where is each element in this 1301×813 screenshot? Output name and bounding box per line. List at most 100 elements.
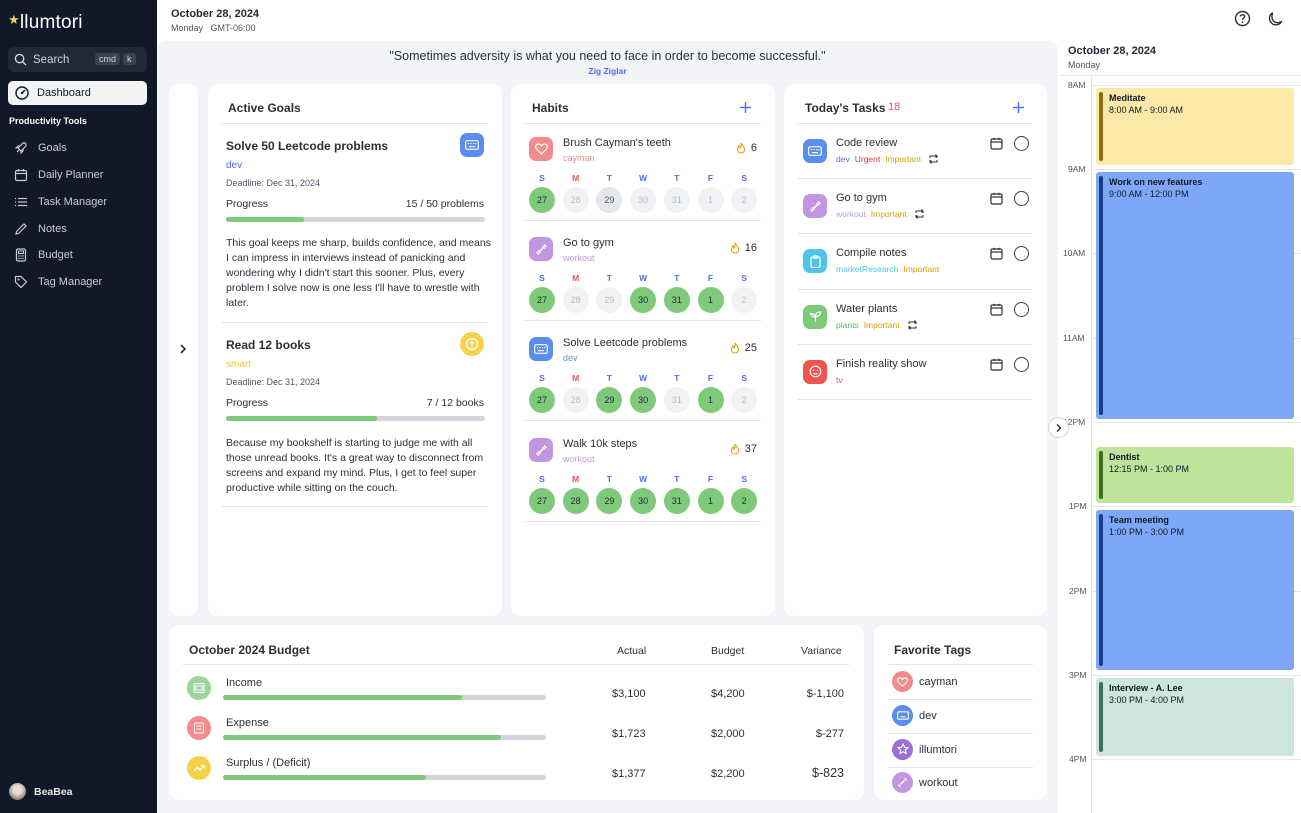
- habit-day[interactable]: 31: [663, 187, 690, 213]
- weekday-label: F: [707, 373, 714, 383]
- sidebar-item-dashboard[interactable]: Dashboard: [8, 81, 147, 105]
- task-name[interactable]: Finish reality show: [836, 357, 927, 370]
- habit-day[interactable]: 30: [630, 387, 657, 413]
- weekday-label: F: [707, 474, 714, 484]
- habit-day[interactable]: 31: [663, 287, 690, 313]
- sidebar-item-budget[interactable]: Budget: [14, 248, 73, 262]
- habit-day[interactable]: 2: [731, 187, 758, 213]
- task-tag: Important: [870, 209, 907, 220]
- habit-day[interactable]: 1: [697, 287, 724, 313]
- budget-row-label: Expense: [226, 717, 269, 729]
- budget-row-label: Surplus / (Deficit): [226, 757, 311, 769]
- chevron-right-icon: [180, 344, 187, 354]
- habit-day[interactable]: 1: [697, 187, 724, 213]
- sidebar-item-goals[interactable]: Goals: [14, 141, 67, 155]
- help-icon[interactable]: [1234, 10, 1251, 27]
- repeat-icon: [914, 209, 925, 220]
- task-complete-checkbox[interactable]: [1014, 246, 1029, 262]
- income-icon: [187, 676, 211, 700]
- plant-icon: [803, 304, 827, 329]
- habit-day[interactable]: 27: [529, 187, 555, 213]
- habit-day[interactable]: 31: [663, 387, 690, 413]
- task-name[interactable]: Code review: [836, 137, 898, 149]
- task-name[interactable]: Compile notes: [836, 247, 907, 260]
- event-time: 12:15 PM - 1:00 PM: [1109, 464, 1190, 474]
- habit-day[interactable]: 30: [630, 187, 657, 213]
- favorite-tag[interactable]: dev: [919, 709, 937, 722]
- weekday-label: W: [639, 273, 648, 283]
- task-name[interactable]: Go to gym: [836, 192, 887, 205]
- task-complete-checkbox[interactable]: [1014, 136, 1029, 151]
- search-button[interactable]: Search cmd k: [8, 47, 147, 72]
- favorite-tag[interactable]: illumtori: [919, 743, 957, 756]
- task-tag: Important: [903, 264, 940, 275]
- dumbbell-icon: [892, 772, 913, 794]
- sidebar-item-tag-manager[interactable]: Tag Manager: [14, 275, 102, 289]
- habit-day[interactable]: 30: [630, 287, 657, 313]
- habit-day[interactable]: 28: [562, 287, 589, 313]
- calendar-event[interactable]: Work on new features 9:00 AM - 12:00 PM: [1096, 172, 1294, 419]
- habit-day[interactable]: 29: [596, 287, 623, 313]
- repeat-icon: [928, 154, 939, 164]
- weekday-label: T: [674, 173, 680, 183]
- hour-gridline: [1092, 759, 1301, 760]
- task-complete-checkbox[interactable]: [1014, 191, 1029, 207]
- habit-day[interactable]: 27: [529, 287, 555, 313]
- habits-card: Habits Brush Cayman's teeth cayman 6 S 27 M 28…: [511, 84, 775, 616]
- flame-icon: [730, 342, 740, 354]
- habit-day[interactable]: 1: [697, 387, 724, 413]
- flame-icon: [730, 443, 740, 455]
- habit-name[interactable]: Go to gym: [563, 237, 614, 249]
- task-complete-checkbox[interactable]: [1014, 356, 1029, 372]
- habit-day[interactable]: 28: [562, 387, 589, 413]
- goals-collapse-strip[interactable]: [169, 84, 198, 616]
- calendar-event[interactable]: Dentist 12:15 PM - 1:00 PM: [1096, 447, 1294, 503]
- habit-day[interactable]: 30: [630, 488, 657, 514]
- weekday-label: S: [539, 273, 545, 283]
- task-name[interactable]: Water plants: [836, 302, 898, 315]
- favorite-tag[interactable]: cayman: [919, 676, 958, 688]
- habit-name[interactable]: Brush Cayman's teeth: [563, 137, 671, 149]
- calendar-icon[interactable]: [990, 137, 1003, 150]
- budget-bar: [223, 775, 546, 780]
- hour-label: 2PM: [1069, 586, 1087, 596]
- add-task-icon[interactable]: [1012, 101, 1025, 114]
- habit-day[interactable]: 27: [529, 488, 555, 514]
- favorite-tag[interactable]: workout: [919, 777, 958, 790]
- goal-title[interactable]: Read 12 books: [226, 338, 311, 352]
- dark-mode-icon[interactable]: [1267, 10, 1284, 27]
- hour-label: 8AM: [1068, 80, 1086, 90]
- calendar-icon[interactable]: [990, 303, 1003, 316]
- task-complete-checkbox[interactable]: [1014, 301, 1029, 317]
- goal-title[interactable]: Solve 50 Leetcode problems: [226, 139, 389, 153]
- habit-day[interactable]: 2: [731, 287, 758, 313]
- card-title: Habits: [532, 101, 569, 115]
- sidebar-item-task-manager[interactable]: Task Manager: [14, 195, 107, 209]
- sidebar-item-daily-planner[interactable]: Daily Planner: [14, 168, 103, 182]
- habit-day[interactable]: 28: [562, 488, 589, 514]
- app-logo[interactable]: ★llumtori: [8, 12, 83, 33]
- hour-label: 3PM: [1069, 670, 1087, 680]
- add-habit-icon[interactable]: [739, 101, 752, 114]
- habit-day[interactable]: 29: [596, 488, 623, 514]
- user-profile[interactable]: BeaBea: [9, 783, 73, 800]
- calendar-icon[interactable]: [990, 192, 1003, 205]
- habit-day[interactable]: 2: [731, 387, 758, 413]
- calendar-icon[interactable]: [990, 247, 1003, 260]
- habit-day[interactable]: 2: [731, 488, 758, 514]
- habit-name[interactable]: Solve Leetcode problems: [563, 337, 688, 349]
- calendar-event[interactable]: Interview - A. Lee 3:00 PM - 4:00 PM: [1096, 678, 1294, 756]
- calendar-icon[interactable]: [990, 358, 1003, 371]
- habit-name[interactable]: Walk 10k steps: [563, 438, 638, 450]
- calendar-event[interactable]: Team meeting 1:00 PM - 3:00 PM: [1096, 510, 1294, 670]
- habit-day[interactable]: 27: [529, 387, 555, 413]
- sidebar-item-notes[interactable]: Notes: [14, 222, 67, 236]
- calendar-event[interactable]: Meditate 8:00 AM - 9:00 AM: [1096, 88, 1294, 165]
- habit-day[interactable]: 28: [562, 187, 589, 213]
- habit-day[interactable]: 29: [596, 187, 623, 213]
- habit-day[interactable]: 1: [697, 488, 724, 514]
- habit-day[interactable]: 31: [663, 488, 690, 514]
- budget-bar-fill: [223, 695, 463, 700]
- habit-day[interactable]: 29: [596, 387, 623, 413]
- calendar-expand-button[interactable]: [1048, 417, 1069, 438]
